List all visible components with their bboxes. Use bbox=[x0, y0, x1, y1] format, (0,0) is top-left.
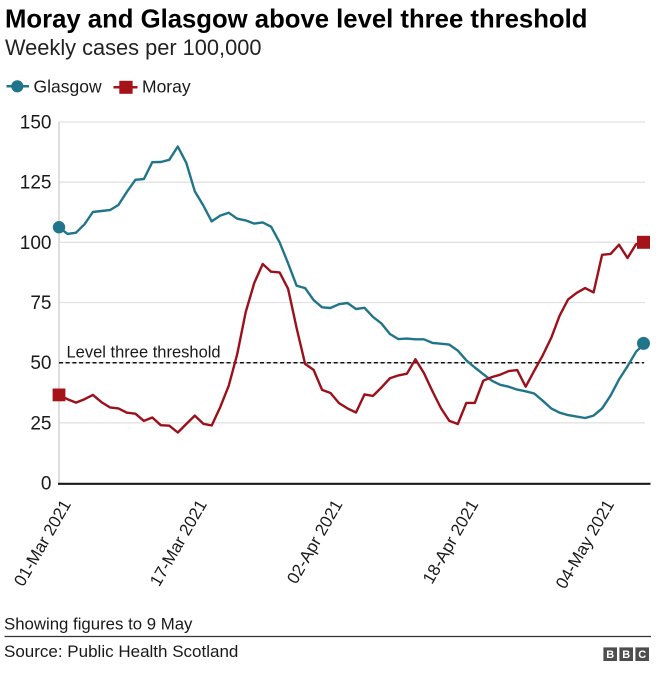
svg-text:B: B bbox=[622, 649, 630, 661]
svg-text:C: C bbox=[638, 649, 646, 661]
svg-text:Glasgow: Glasgow bbox=[34, 77, 102, 97]
svg-text:B: B bbox=[606, 649, 614, 661]
svg-text:Weekly cases per 100,000: Weekly cases per 100,000 bbox=[5, 35, 261, 60]
svg-text:50: 50 bbox=[30, 353, 51, 374]
svg-text:Source: Public Health Scotland: Source: Public Health Scotland bbox=[4, 642, 238, 661]
svg-text:75: 75 bbox=[30, 293, 51, 314]
svg-text:Showing figures to 9 May: Showing figures to 9 May bbox=[4, 615, 193, 634]
svg-text:125: 125 bbox=[20, 173, 52, 194]
svg-text:25: 25 bbox=[30, 413, 51, 434]
svg-text:100: 100 bbox=[20, 233, 52, 254]
svg-text:0: 0 bbox=[41, 474, 52, 495]
svg-text:Moray: Moray bbox=[142, 77, 191, 97]
svg-text:Moray and Glasgow above level: Moray and Glasgow above level three thre… bbox=[5, 6, 587, 34]
svg-text:150: 150 bbox=[20, 113, 52, 134]
svg-text:Level three threshold: Level three threshold bbox=[67, 344, 221, 362]
